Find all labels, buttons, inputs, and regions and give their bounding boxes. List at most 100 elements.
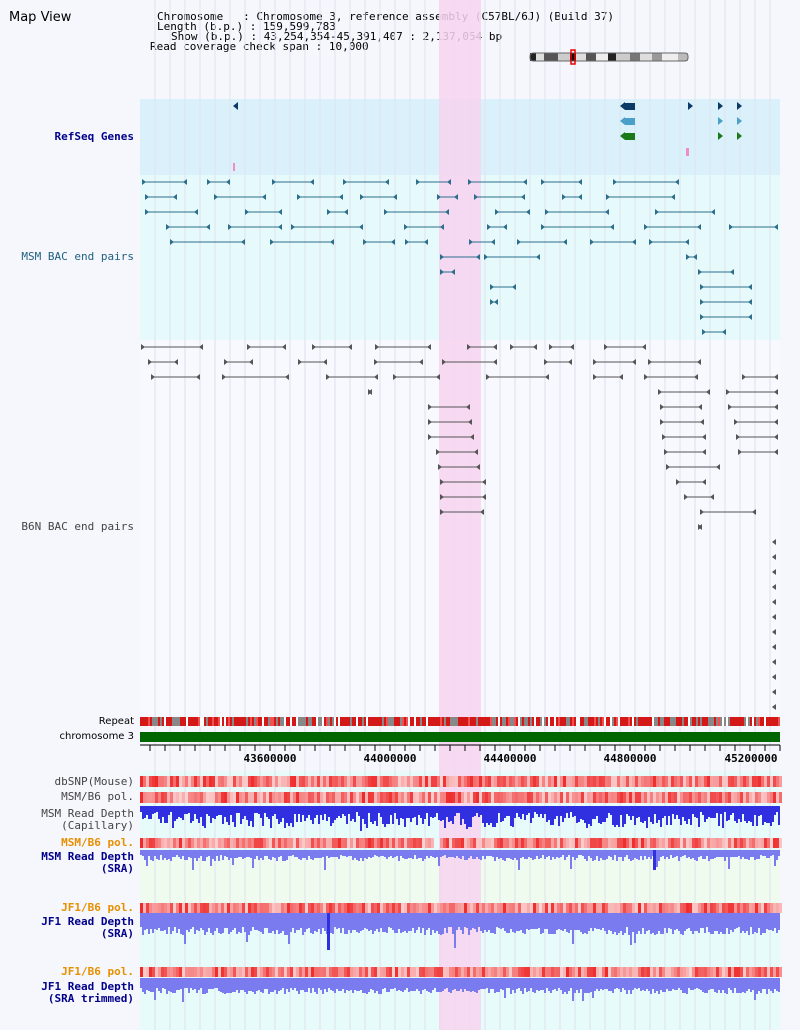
poly-cell — [653, 838, 656, 848]
poly-cell — [761, 838, 764, 848]
poly-cell — [686, 903, 689, 913]
poly-cell — [287, 903, 290, 913]
poly-cell — [314, 967, 317, 977]
repeat-block — [382, 717, 384, 726]
track-label-msm-b6-pol-2[interactable]: MSM/B6 pol. — [61, 836, 134, 849]
repeat-block — [550, 717, 552, 726]
poly-cell — [425, 967, 428, 977]
depth-bar — [594, 978, 596, 991]
poly-cell — [467, 792, 470, 803]
poly-cell — [740, 792, 743, 803]
track-label-jf1-b6-pol-1[interactable]: JF1/B6 pol. — [61, 901, 134, 914]
repeat-block — [654, 717, 656, 726]
poly-cell — [740, 776, 743, 787]
depth-bar — [638, 806, 640, 817]
ideogram-position-marker — [570, 49, 576, 65]
poly-cell — [323, 776, 326, 787]
ideogram-band — [570, 53, 576, 61]
track-label-jf1-depth-sra[interactable]: JF1 Read Depth (SRA) — [41, 915, 134, 940]
track-label-msm-bac[interactable]: MSM BAC end pairs — [21, 250, 134, 263]
depth-bar — [336, 850, 338, 857]
depth-bar — [468, 806, 470, 827]
poly-cell — [380, 903, 383, 913]
depth-bar — [628, 978, 630, 990]
poly-cell — [479, 776, 482, 787]
depth-bar — [668, 978, 670, 991]
depth-bar — [394, 978, 396, 988]
depth-bar — [312, 978, 314, 988]
poly-cell — [317, 903, 320, 913]
poly-cell — [290, 967, 293, 977]
depth-bar — [710, 978, 712, 989]
poly-cell — [617, 776, 620, 787]
poly-cell — [398, 776, 401, 787]
track-label-msm-b6-pol-1[interactable]: MSM/B6 pol. — [61, 790, 134, 803]
depth-bar — [218, 913, 220, 933]
depth-bar — [310, 913, 312, 933]
depth-bar — [292, 806, 294, 827]
depth-bar — [392, 913, 394, 930]
depth-bar — [404, 806, 406, 827]
poly-cell — [152, 776, 155, 787]
poly-cell — [227, 903, 230, 913]
poly-cell — [275, 792, 278, 803]
repeat-block — [184, 717, 186, 726]
poly-cell — [662, 838, 665, 848]
poly-cell — [698, 776, 701, 787]
track-label-msm-depth-capillary[interactable]: MSM Read Depth (Capillary) — [41, 807, 134, 832]
poly-cell — [269, 838, 272, 848]
depth-bar — [338, 913, 340, 928]
depth-bar — [382, 913, 384, 932]
depth-bar — [434, 913, 436, 933]
depth-bar — [772, 806, 774, 822]
depth-bar — [482, 850, 484, 856]
depth-bar — [728, 850, 730, 869]
track-label-refseq[interactable]: RefSeq Genes — [54, 130, 134, 143]
depth-bar — [320, 850, 322, 858]
poly-cell — [173, 903, 176, 913]
poly-cell — [716, 967, 719, 977]
depth-bar — [482, 913, 484, 933]
msm-bac-pair-end — [183, 179, 187, 185]
depth-bar — [600, 913, 602, 930]
track-label-dbsnp[interactable]: dbSNP(Mouse) — [54, 775, 134, 788]
poly-cell — [278, 967, 281, 977]
depth-bar — [590, 978, 592, 992]
depth-bar — [540, 850, 542, 858]
poly-cell — [527, 967, 530, 977]
repeat-block — [582, 717, 584, 726]
ideogram-band — [586, 53, 596, 61]
poly-cell — [341, 967, 344, 977]
depth-bar — [174, 978, 176, 993]
depth-bar — [616, 913, 618, 935]
poly-cell — [680, 967, 683, 977]
poly-cell — [704, 776, 707, 787]
poly-cell — [410, 776, 413, 787]
poly-cell — [197, 838, 200, 848]
poly-cell — [512, 792, 515, 803]
repeat-block — [638, 717, 640, 726]
depth-bar — [220, 913, 222, 934]
depth-bar — [754, 913, 756, 932]
poly-cell — [191, 903, 194, 913]
depth-bar — [696, 978, 698, 988]
repeat-block — [210, 717, 212, 726]
track-label-b6n-bac[interactable]: B6N BAC end pairs — [21, 520, 134, 533]
track-label-jf1-depth-trimmed[interactable]: JF1 Read Depth (SRA trimmed) — [41, 980, 134, 1005]
depth-bar — [562, 913, 564, 931]
depth-bar — [510, 806, 512, 826]
depth-bar — [740, 850, 742, 859]
track-label-jf1-b6-pol-2[interactable]: JF1/B6 pol. — [61, 965, 134, 978]
repeat-block — [160, 717, 162, 726]
poly-cell — [404, 967, 407, 977]
poly-cell — [260, 792, 263, 803]
depth-bar — [686, 806, 688, 824]
depth-bar — [242, 806, 244, 819]
repeat-block — [728, 717, 730, 726]
repeat-block — [146, 717, 148, 726]
depth-bar — [572, 978, 574, 1001]
b6n-bac-pair-end — [374, 359, 378, 365]
track-label-msm-depth-sra[interactable]: MSM Read Depth (SRA) — [41, 850, 134, 875]
depth-bar — [384, 806, 386, 827]
